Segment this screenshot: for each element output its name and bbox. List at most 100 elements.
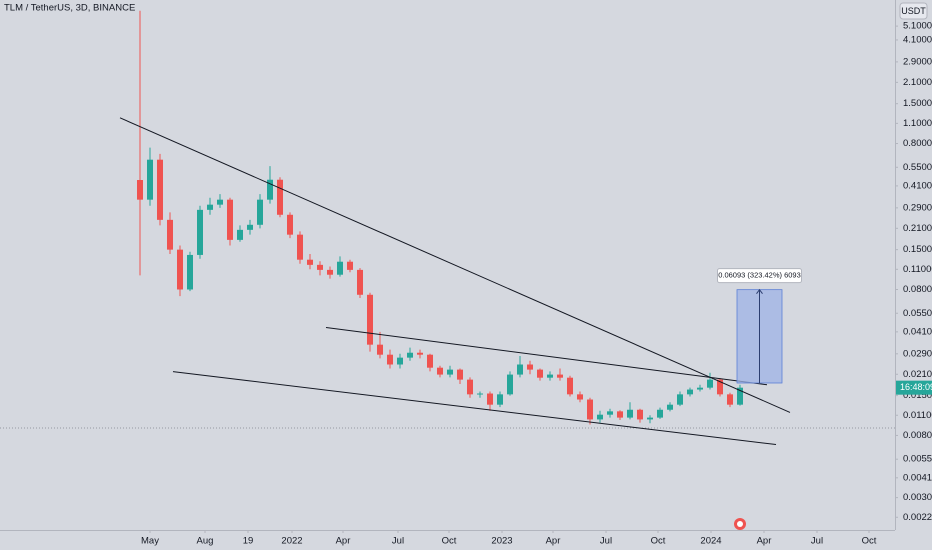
x-tick-label: Apr bbox=[546, 536, 561, 547]
candle-body bbox=[247, 224, 253, 230]
candle-body bbox=[297, 234, 303, 260]
candle-body bbox=[507, 374, 513, 395]
candle-body bbox=[457, 369, 463, 380]
candle-body bbox=[307, 259, 313, 265]
candle-body bbox=[237, 229, 243, 240]
candle-body bbox=[217, 199, 223, 205]
candle-body bbox=[497, 394, 503, 405]
measure-arrow-head bbox=[756, 288, 763, 294]
trend-line bbox=[172, 371, 777, 446]
candle-body bbox=[367, 294, 373, 345]
candle-body bbox=[567, 377, 573, 395]
event-icon-inner bbox=[737, 521, 743, 527]
candle-body bbox=[527, 364, 533, 370]
candle-body bbox=[177, 249, 183, 290]
candle-body bbox=[137, 180, 143, 200]
candle-body bbox=[727, 394, 733, 405]
candle-body bbox=[207, 204, 213, 210]
candle-body bbox=[327, 269, 333, 275]
candle-body bbox=[647, 417, 653, 420]
candle-body bbox=[487, 393, 493, 405]
candle-body bbox=[597, 414, 603, 420]
y-tick-label: 2.90000 bbox=[903, 56, 932, 67]
candle-body bbox=[467, 379, 473, 395]
candle-body bbox=[537, 369, 543, 378]
candle-body bbox=[657, 409, 663, 418]
x-tick-label: May bbox=[141, 536, 159, 547]
candle-body bbox=[607, 411, 613, 415]
measure-label: 0.06093 (323.42%) 6093 bbox=[718, 271, 801, 280]
trend-line bbox=[325, 327, 768, 386]
candle-body bbox=[677, 394, 683, 405]
candle-body bbox=[477, 393, 483, 395]
candle-body bbox=[407, 352, 413, 358]
candle-body bbox=[447, 369, 453, 375]
plot-area bbox=[119, 10, 791, 446]
candle-body bbox=[257, 199, 263, 225]
x-tick-label: Apr bbox=[336, 536, 351, 547]
candle-body bbox=[267, 179, 273, 200]
candle-body bbox=[357, 269, 363, 295]
candle-body bbox=[667, 404, 673, 410]
candle-body bbox=[737, 387, 743, 405]
x-tick-label: Aug bbox=[197, 536, 214, 547]
candle-body bbox=[157, 159, 163, 220]
candle-body bbox=[547, 374, 553, 378]
y-tick-label: 1.50000 bbox=[903, 98, 932, 109]
countdown-label: 16:48:09 bbox=[900, 382, 932, 392]
candle-body bbox=[347, 261, 353, 270]
x-tick-label: 2023 bbox=[491, 536, 512, 547]
x-tick-label: 2022 bbox=[281, 536, 302, 547]
chart-title: TLM / TetherUS, 3D, BINANCE bbox=[4, 3, 135, 14]
candle-body bbox=[287, 214, 293, 235]
x-tick-label: Oct bbox=[442, 536, 457, 547]
x-tick-label: Oct bbox=[862, 536, 877, 547]
candle-body bbox=[557, 374, 563, 378]
candle-body bbox=[227, 199, 233, 240]
candle-body bbox=[587, 399, 593, 420]
x-tick-label: Oct bbox=[651, 536, 666, 547]
trend-line bbox=[119, 117, 791, 413]
x-tick-label: Jul bbox=[811, 536, 823, 547]
candle-body bbox=[617, 411, 623, 418]
candle-body bbox=[277, 179, 283, 215]
currency-label[interactable]: USDT bbox=[901, 6, 926, 16]
candle-body bbox=[387, 354, 393, 365]
candle-body bbox=[707, 379, 713, 388]
x-tick-label: Jul bbox=[392, 536, 404, 547]
candle-body bbox=[417, 352, 423, 355]
measure-label-box bbox=[717, 268, 802, 284]
candle-body bbox=[427, 354, 433, 368]
price-tag bbox=[896, 380, 932, 395]
candle-body bbox=[437, 367, 443, 375]
x-tick-label: Jul bbox=[600, 536, 612, 547]
currency-box[interactable] bbox=[899, 2, 928, 20]
x-tick-label: Apr bbox=[757, 536, 772, 547]
candle-body bbox=[337, 261, 343, 275]
candle-body bbox=[517, 364, 523, 375]
candle-body bbox=[197, 209, 203, 255]
